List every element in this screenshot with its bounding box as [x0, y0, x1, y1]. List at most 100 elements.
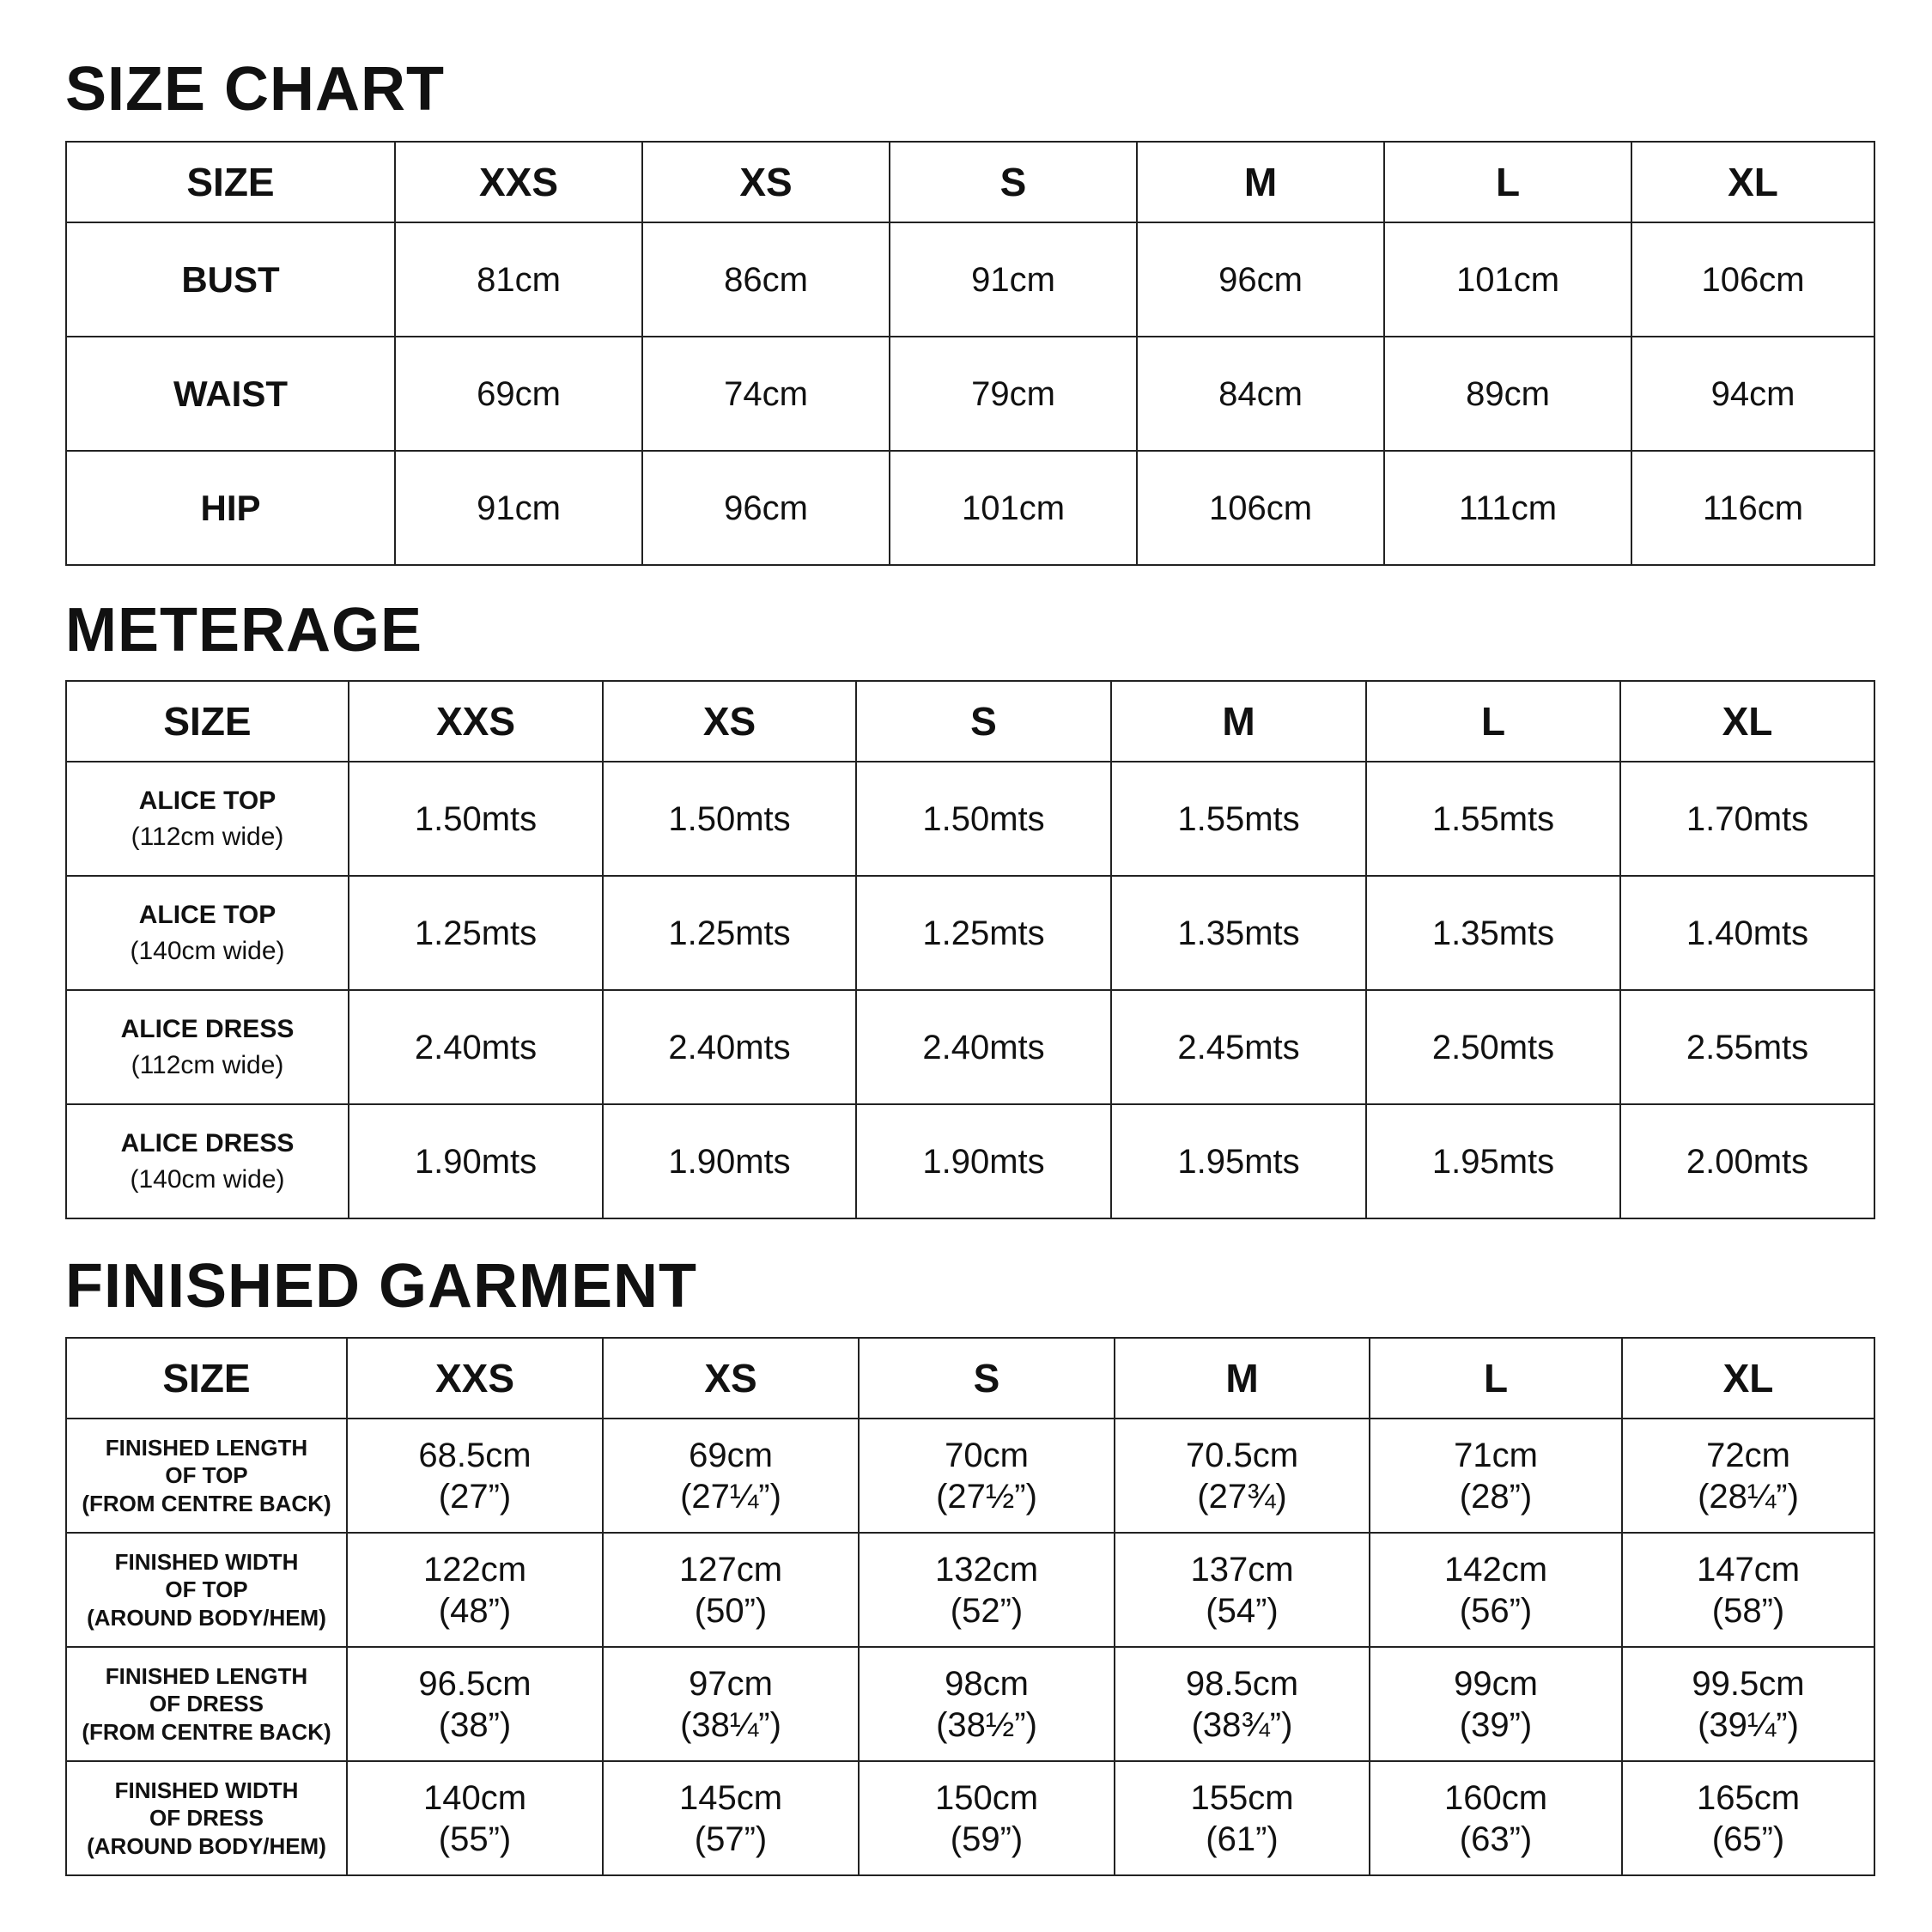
row-label: ALICE TOP (140cm wide) — [65, 875, 349, 991]
value-cell: 99cm (39”) — [1369, 1646, 1623, 1762]
value-cell: 140cm (55”) — [346, 1760, 604, 1876]
table-row: FINISHED LENGTH OF DRESS (FROM CENTRE BACK… — [65, 1646, 1875, 1762]
metric-value: 89cm — [1466, 374, 1550, 413]
imperial-value: (48”) — [438, 1591, 512, 1630]
metric-value: 2.40mts — [414, 1028, 538, 1066]
metric-value: 69cm — [689, 1436, 773, 1474]
imperial-value: (50”) — [694, 1591, 768, 1630]
value-cell: 70.5cm (27¾) — [1114, 1418, 1370, 1534]
value-cell: 2.00mts — [1619, 1103, 1875, 1219]
value-cell: 1.50mts — [855, 761, 1112, 877]
imperial-value: (27½”) — [936, 1477, 1037, 1516]
value-cell: 1.90mts — [348, 1103, 604, 1219]
metric-value: 1.50mts — [668, 799, 791, 838]
imperial-value: (52”) — [950, 1591, 1024, 1630]
value-cell: 150cm (59”) — [858, 1760, 1115, 1876]
metric-value: 1.90mts — [668, 1142, 791, 1181]
value-cell: 155cm (61”) — [1114, 1760, 1370, 1876]
row-label-line: (FROM CENTRE BACK) — [82, 1490, 331, 1516]
metric-value: 2.00mts — [1686, 1142, 1809, 1181]
metric-value: 1.95mts — [1431, 1142, 1555, 1181]
metric-value: 69cm — [477, 374, 561, 413]
imperial-value: (54”) — [1206, 1591, 1279, 1630]
value-cell: 145cm (57”) — [602, 1760, 860, 1876]
table-row: HIP 91cm 96cm 101cm 106cm 111cm 116cm — [65, 450, 1875, 566]
row-label-line: OF TOP — [165, 1577, 248, 1603]
metric-value: 2.40mts — [668, 1028, 791, 1066]
metric-value: 145cm — [678, 1778, 783, 1817]
metric-value: 2.50mts — [1431, 1028, 1555, 1066]
value-cell: 2.50mts — [1365, 989, 1621, 1105]
metric-value: 2.55mts — [1686, 1028, 1809, 1066]
value-cell: 1.95mts — [1110, 1103, 1367, 1219]
row-label-line: (112cm wide) — [131, 1050, 284, 1079]
value-cell: 91cm — [394, 450, 643, 566]
imperial-value: (56”) — [1459, 1591, 1533, 1630]
size-header-l: L — [1383, 141, 1632, 223]
imperial-value: (38¼”) — [680, 1705, 781, 1744]
metric-value: 1.25mts — [922, 914, 1045, 952]
size-header-xl: XL — [1621, 1337, 1875, 1419]
metric-value: 122cm — [422, 1550, 527, 1589]
row-label: ALICE DRESS (112cm wide) — [65, 989, 349, 1105]
imperial-value: (27”) — [438, 1477, 512, 1516]
size-header-m: M — [1110, 680, 1367, 762]
row-label-line: (AROUND BODY/HEM) — [87, 1832, 326, 1859]
metric-value: 150cm — [934, 1778, 1039, 1817]
value-cell: 96.5cm (38”) — [346, 1646, 604, 1762]
imperial-value: (38½”) — [936, 1705, 1037, 1744]
table-row: FINISHED LENGTH OF TOP (FROM CENTRE BACK) 6… — [65, 1418, 1875, 1534]
value-cell: 81cm — [394, 222, 643, 337]
table-row: FINISHED WIDTH OF DRESS (AROUND BODY/HEM) 1… — [65, 1760, 1875, 1876]
size-header-m: M — [1114, 1337, 1370, 1419]
size-column-header: SIZE — [65, 1337, 348, 1419]
metric-value: 132cm — [934, 1550, 1039, 1589]
value-cell: 1.55mts — [1110, 761, 1367, 877]
row-label-line: (140cm wide) — [130, 1164, 285, 1194]
metric-value: 74cm — [724, 374, 808, 413]
size-chart-table: SIZE XXS XS S M L XL BUST 81cm 86cm 91cm 96cm 101cm 1… — [65, 141, 1875, 566]
row-label-line: OF DRESS — [149, 1805, 264, 1832]
metric-value: 97cm — [689, 1664, 773, 1703]
metric-value: 99.5cm — [1692, 1664, 1805, 1703]
metric-value: 72cm — [1706, 1436, 1790, 1474]
value-cell: 1.50mts — [602, 761, 857, 877]
metric-value: 1.50mts — [414, 799, 538, 838]
metric-value: 96cm — [1218, 260, 1303, 299]
imperial-value: (27¾) — [1197, 1477, 1287, 1516]
row-label: FINISHED WIDTH OF DRESS (AROUND BODY/HEM) — [65, 1760, 348, 1876]
header-row: SIZE XXS XS S M L XL — [65, 1337, 1875, 1419]
value-cell: 122cm (48”) — [346, 1532, 604, 1648]
row-label: WAIST — [65, 336, 396, 452]
value-cell: 137cm (54”) — [1114, 1532, 1370, 1648]
value-cell: 2.45mts — [1110, 989, 1367, 1105]
metric-value: 106cm — [1701, 260, 1805, 299]
value-cell: 96cm — [1136, 222, 1385, 337]
value-cell: 160cm (63”) — [1369, 1760, 1623, 1876]
metric-value: 1.50mts — [922, 799, 1045, 838]
table-row: WAIST 69cm 74cm 79cm 84cm 89cm 94cm — [65, 336, 1875, 452]
metric-value: 111cm — [1458, 489, 1558, 527]
value-cell: 1.55mts — [1365, 761, 1621, 877]
size-header-xs: XS — [602, 680, 857, 762]
metric-value: 1.55mts — [1431, 799, 1555, 838]
table-row: ALICE TOP (112cm wide) 1.50mts 1.50mts 1.50m… — [65, 761, 1875, 877]
value-cell: 1.35mts — [1110, 875, 1367, 991]
value-cell: 74cm — [641, 336, 890, 452]
value-cell: 91cm — [889, 222, 1138, 337]
value-cell: 165cm (65”) — [1621, 1760, 1875, 1876]
value-cell: 2.55mts — [1619, 989, 1875, 1105]
metric-value: 81cm — [477, 260, 561, 299]
value-cell: 116cm — [1631, 450, 1875, 566]
value-cell: 1.40mts — [1619, 875, 1875, 991]
imperial-value: (65”) — [1711, 1820, 1785, 1858]
size-column-header: SIZE — [65, 680, 349, 762]
size-column-header: SIZE — [65, 141, 396, 223]
metric-value: 1.55mts — [1177, 799, 1300, 838]
size-chart-title: SIZE CHART — [65, 55, 445, 124]
metric-value: 1.35mts — [1177, 914, 1300, 952]
metric-value: 2.45mts — [1177, 1028, 1300, 1066]
row-label-line: BUST — [181, 258, 280, 300]
row-label-line: (112cm wide) — [131, 822, 284, 851]
metric-value: 91cm — [971, 260, 1055, 299]
